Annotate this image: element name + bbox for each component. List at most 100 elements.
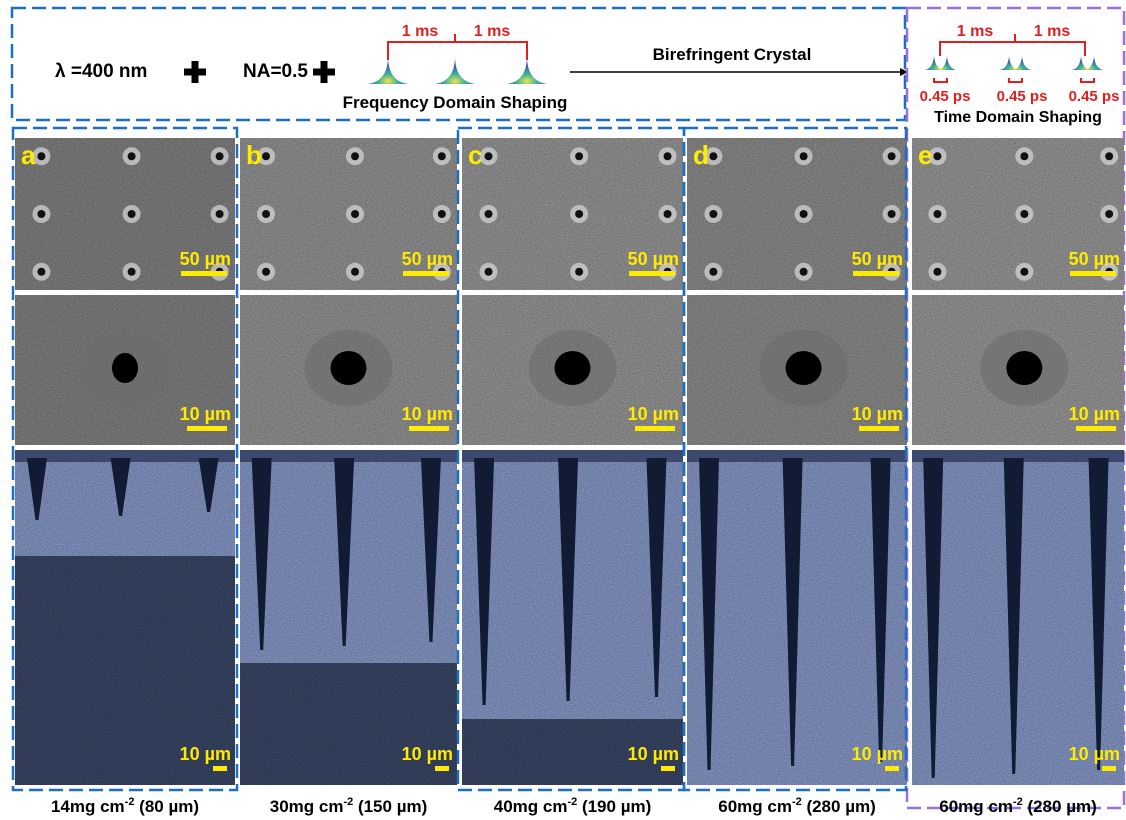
scale-bar [403, 271, 449, 276]
panel-letter: e [918, 140, 932, 170]
scale-label: 10 µm [852, 744, 903, 764]
hole [709, 152, 717, 160]
scale-bar [1076, 426, 1116, 431]
caption-sup: -2 [343, 796, 353, 808]
panel: e50 µm10 µm10 µm60mg cm-2 (280 µm) [912, 138, 1124, 816]
caption-main: 60mg cm [718, 797, 792, 816]
caption-sup: -2 [792, 796, 802, 808]
hole [438, 152, 446, 160]
scale-label: 50 µm [402, 249, 453, 269]
scale-bar [629, 271, 675, 276]
pulses [368, 56, 547, 84]
hole [786, 351, 822, 385]
hole [112, 353, 138, 383]
caption-main: 14mg cm [51, 797, 125, 816]
hole [262, 152, 270, 160]
panel-letter: d [693, 140, 709, 170]
hole [37, 152, 45, 160]
scale-bar [1070, 271, 1116, 276]
scale-label: 10 µm [1069, 404, 1120, 424]
scale-label: 10 µm [852, 404, 903, 424]
hole [216, 152, 224, 160]
hole [709, 268, 717, 276]
hole [555, 351, 591, 385]
plus [184, 61, 206, 83]
hole [664, 210, 672, 218]
caption: 60mg cm-2 (280 µm) [939, 796, 1097, 816]
hole [351, 210, 359, 218]
figure: λ =400 nm NA=0.5 1 ms 1 ms Frequency Dom… [0, 0, 1126, 820]
caption-tail: (190 µm) [577, 797, 651, 816]
scale-label: 50 µm [628, 249, 679, 269]
scale-label: 10 µm [628, 744, 679, 764]
panel-letter: b [246, 140, 262, 170]
hole [37, 210, 45, 218]
plus [313, 61, 335, 83]
caption: 30mg cm-2 (150 µm) [270, 796, 428, 816]
hole [575, 268, 583, 276]
scale-bar [859, 426, 899, 431]
hole [485, 268, 493, 276]
hole [485, 210, 493, 218]
crystal-label: Birefringent Crystal [653, 45, 812, 64]
scale-bar [213, 766, 227, 771]
scale-label: 50 µm [1069, 249, 1120, 269]
scale-label: 10 µm [402, 404, 453, 424]
scale-bar [661, 766, 675, 771]
hole [438, 210, 446, 218]
hole [888, 152, 896, 160]
caption-main: 40mg cm [494, 797, 568, 816]
hole [888, 210, 896, 218]
interval-label: 1 ms [402, 23, 439, 40]
hole [575, 210, 583, 218]
hole [262, 210, 270, 218]
hole [1020, 152, 1028, 160]
caption-tail: (280 µm) [1023, 797, 1097, 816]
hole [1105, 152, 1113, 160]
hole [331, 351, 367, 385]
scale-bar [853, 271, 899, 276]
na: NA=0.5 [243, 61, 308, 82]
scale-label: 10 µm [628, 404, 679, 424]
panel: b 50 µm 10 µm 10 µm 30mg cm-2 (150 µm) [240, 138, 457, 816]
hole [262, 268, 270, 276]
hole [216, 210, 224, 218]
hole [128, 152, 136, 160]
caption: 60mg cm-2 (280 µm) [718, 796, 876, 816]
caption-sup: -2 [125, 796, 135, 808]
scale-label: 10 µm [402, 744, 453, 764]
scale-label: 50 µm [180, 249, 231, 269]
hole [1020, 268, 1028, 276]
panel: d 50 µm 10 µm 10 µm 60mg cm-2 (280 µm) [687, 138, 907, 816]
panel-letter: a [21, 140, 36, 170]
hole [709, 210, 717, 218]
hole [933, 210, 941, 218]
hole [1006, 351, 1042, 385]
scale-label: 50 µm [852, 249, 903, 269]
scale-label: 10 µm [180, 744, 231, 764]
hole [933, 152, 941, 160]
interval-label: 1 ms [957, 23, 994, 40]
caption-main: 60mg cm [939, 797, 1013, 816]
hole [128, 210, 136, 218]
caption: 14mg cm-2 (80 µm) [51, 796, 199, 816]
wavelength: λ =400 nm [55, 61, 147, 82]
caption-tail: (280 µm) [802, 797, 876, 816]
delay-label: 0.45 ps [997, 88, 1048, 105]
hole [664, 152, 672, 160]
hole [800, 268, 808, 276]
hole [800, 210, 808, 218]
hole [351, 152, 359, 160]
interval-label: 1 ms [1034, 23, 1071, 40]
caption: 40mg cm-2 (190 µm) [494, 796, 652, 816]
caption-tail: (80 µm) [134, 797, 199, 816]
caption-tail: (150 µm) [353, 797, 427, 816]
hole [575, 152, 583, 160]
scale-bar [635, 426, 675, 431]
hole [1105, 210, 1113, 218]
scale-bar [181, 271, 227, 276]
hole [128, 268, 136, 276]
